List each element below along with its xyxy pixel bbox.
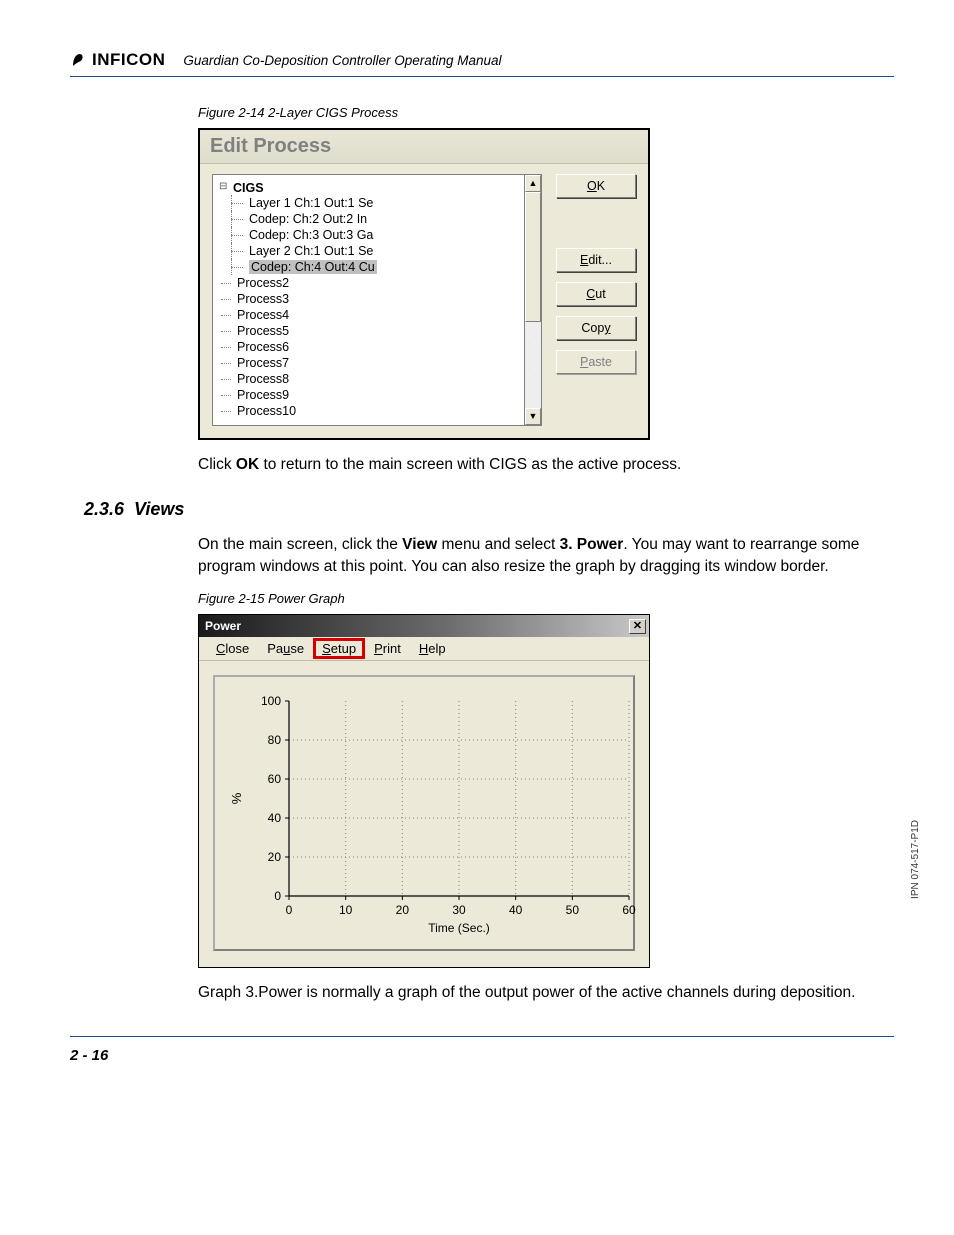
- svg-text:60: 60: [268, 772, 282, 786]
- tree-process[interactable]: Process9: [219, 387, 520, 403]
- tree-scrollbar[interactable]: ▲ ▼: [524, 174, 542, 426]
- svg-text:100: 100: [261, 694, 281, 708]
- svg-text:20: 20: [396, 903, 410, 917]
- ok-button[interactable]: OK: [556, 174, 636, 198]
- copy-button[interactable]: Copy: [556, 316, 636, 340]
- tree-process[interactable]: Process4: [219, 307, 520, 323]
- close-icon[interactable]: ✕: [629, 619, 646, 634]
- power-titlebar[interactable]: Power ✕: [199, 615, 649, 637]
- figure-caption-1: Figure 2-14 2-Layer CIGS Process: [198, 105, 894, 120]
- tree-child[interactable]: Layer 2 Ch:1 Out:1 Se: [219, 243, 520, 259]
- svg-text:30: 30: [452, 903, 466, 917]
- power-chart: 0 20 40 60 80 100 0 10 20 30 40 50 60 Time (Sec.)%: [219, 689, 639, 939]
- tree-process[interactable]: Process8: [219, 371, 520, 387]
- svg-text:0: 0: [286, 903, 293, 917]
- cut-button[interactable]: Cut: [556, 282, 636, 306]
- tree-process[interactable]: Process2: [219, 275, 520, 291]
- text: to return to the main screen with CIGS a…: [259, 456, 681, 473]
- text: Click: [198, 456, 236, 473]
- section-title: Views: [134, 499, 184, 519]
- edit-process-window: Edit Process CIGSLayer 1 Ch:1 Out:1 SeCo…: [198, 128, 650, 440]
- text: menu and select: [437, 536, 559, 553]
- svg-text:50: 50: [566, 903, 580, 917]
- doc-title: Guardian Co-Deposition Controller Operat…: [183, 53, 501, 68]
- inficon-icon: [70, 51, 88, 69]
- menu-print[interactable]: Print: [365, 640, 410, 657]
- scroll-down-button[interactable]: ▼: [525, 408, 541, 425]
- para-after-fig2: Graph 3.Power is normally a graph of the…: [198, 982, 894, 1003]
- content-views: On the main screen, click the View menu …: [198, 534, 894, 1003]
- page-number: 2 - 16: [70, 1047, 108, 1064]
- scroll-up-button[interactable]: ▲: [525, 175, 541, 192]
- content-fig1: Figure 2-14 2-Layer CIGS Process Edit Pr…: [198, 105, 894, 475]
- section-number: 2.3.6: [84, 499, 124, 519]
- svg-text:20: 20: [268, 850, 282, 864]
- edit-button[interactable]: Edit...: [556, 248, 636, 272]
- text-bold: View: [402, 536, 437, 553]
- edit-process-body: CIGSLayer 1 Ch:1 Out:1 SeCodep: Ch:2 Out…: [200, 164, 648, 438]
- tree-child[interactable]: Codep: Ch:4 Out:4 Cu: [219, 259, 520, 275]
- ipn-label: IPN 074-517-P1D: [910, 820, 921, 899]
- tree-process[interactable]: Process5: [219, 323, 520, 339]
- svg-text:0: 0: [274, 889, 281, 903]
- para-after-fig1: Click OK to return to the main screen wi…: [198, 454, 894, 475]
- button-column: OK Edit... Cut Copy Paste: [556, 174, 636, 426]
- tree-child[interactable]: Codep: Ch:3 Out:3 Ga: [219, 227, 520, 243]
- figure-caption-2: Figure 2-15 Power Graph: [198, 591, 894, 606]
- edit-process-title: Edit Process: [200, 130, 648, 164]
- tree-root[interactable]: CIGS: [219, 181, 520, 195]
- menu-pause[interactable]: Pause: [258, 640, 313, 657]
- brand-logo: INFICON: [70, 50, 165, 70]
- tree-child[interactable]: Codep: Ch:2 Out:2 In: [219, 211, 520, 227]
- brand-text: INFICON: [92, 50, 165, 70]
- paste-button[interactable]: Paste: [556, 350, 636, 374]
- tree-process[interactable]: Process6: [219, 339, 520, 355]
- menu-help[interactable]: Help: [410, 640, 455, 657]
- menu-close[interactable]: Close: [207, 640, 258, 657]
- text-bold: 3. Power: [560, 536, 624, 553]
- para-views: On the main screen, click the View menu …: [198, 534, 894, 577]
- svg-text:80: 80: [268, 733, 282, 747]
- tree-process[interactable]: Process3: [219, 291, 520, 307]
- scroll-thumb[interactable]: [525, 192, 541, 322]
- text-bold: OK: [236, 456, 259, 473]
- page-header: INFICON Guardian Co-Deposition Controlle…: [70, 50, 894, 77]
- svg-text:%: %: [229, 792, 244, 804]
- svg-text:10: 10: [339, 903, 353, 917]
- svg-text:40: 40: [268, 811, 282, 825]
- power-menu: ClosePauseSetupPrintHelp: [199, 637, 649, 661]
- tree-process[interactable]: Process10: [219, 403, 520, 419]
- section-heading: 2.3.6 Views: [84, 499, 894, 520]
- svg-text:60: 60: [622, 903, 636, 917]
- text: On the main screen, click the: [198, 536, 402, 553]
- menu-setup[interactable]: Setup: [313, 638, 365, 659]
- power-graph-panel: 0 20 40 60 80 100 0 10 20 30 40 50 60 Time (Sec.)%: [213, 675, 635, 951]
- page: INFICON Guardian Co-Deposition Controlle…: [0, 0, 954, 1094]
- process-tree[interactable]: CIGSLayer 1 Ch:1 Out:1 SeCodep: Ch:2 Out…: [212, 174, 524, 426]
- tree-process[interactable]: Process7: [219, 355, 520, 371]
- svg-text:Time (Sec.): Time (Sec.): [428, 921, 490, 935]
- tree-wrap: CIGSLayer 1 Ch:1 Out:1 SeCodep: Ch:2 Out…: [212, 174, 542, 426]
- power-title: Power: [205, 619, 241, 633]
- power-window: Power ✕ ClosePauseSetupPrintHelp 0 20 40 60…: [198, 614, 650, 968]
- svg-text:40: 40: [509, 903, 523, 917]
- page-footer: 2 - 16: [70, 1036, 894, 1064]
- scroll-track[interactable]: [525, 192, 541, 408]
- tree-child[interactable]: Layer 1 Ch:1 Out:1 Se: [219, 195, 520, 211]
